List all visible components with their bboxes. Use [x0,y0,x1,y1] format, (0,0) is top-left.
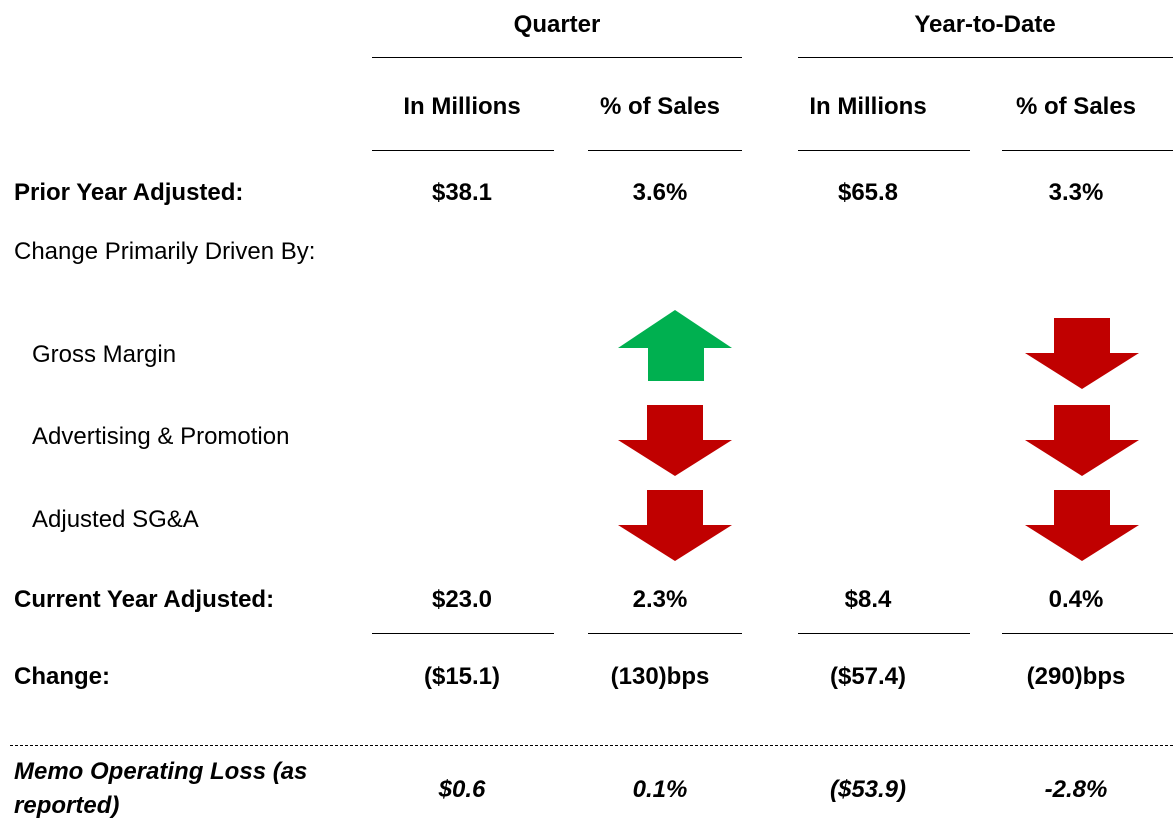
cell: 3.3% [1048,179,1104,206]
column-header: In Millions [403,93,521,120]
cell: 0.4% [1048,586,1104,613]
cell: ($53.9) [829,776,907,803]
rule [588,633,742,634]
row-label: Prior Year Adjusted: [14,179,244,206]
dashed-rule [10,745,1173,746]
cell: -2.8% [1044,776,1108,803]
rule [588,150,742,151]
up-arrow [618,310,732,381]
down-arrow [1025,490,1139,561]
cell: $65.8 [837,179,899,206]
row-label: Gross Margin [32,341,177,368]
cell: ($57.4) [829,663,907,690]
down-arrow [618,490,732,561]
row-label: Adjusted SG&A [32,506,199,533]
rule [798,150,970,151]
rule [1002,633,1173,634]
group-header: Quarter [513,11,601,38]
column-header: % of Sales [599,93,721,120]
row-label: Current Year Adjusted: [14,586,275,613]
row-label: Change: [14,663,110,690]
row-label: Change Primarily Driven By: [14,238,316,265]
column-header: % of Sales [1015,93,1137,120]
cell: (130)bps [610,663,710,690]
rule [372,57,742,58]
group-header: Year-to-Date [914,11,1056,38]
rule [372,633,554,634]
cell: $23.0 [431,586,493,613]
cell: 3.6% [632,179,688,206]
cell: $0.6 [438,776,486,803]
rule [372,150,554,151]
row-label: Advertising & Promotion [32,423,290,450]
cell: $8.4 [844,586,892,613]
cell: 0.1% [632,776,688,803]
column-header: In Millions [809,93,927,120]
cell: ($15.1) [423,663,501,690]
cell: $38.1 [431,179,493,206]
down-arrow [1025,405,1139,476]
rule [798,57,1173,58]
down-arrow [1025,318,1139,389]
row-label: Memo Operating Loss (as reported) [14,758,308,819]
down-arrow [618,405,732,476]
cell: (290)bps [1026,663,1126,690]
rule [798,633,970,634]
rule [1002,150,1173,151]
cell: 2.3% [632,586,688,613]
